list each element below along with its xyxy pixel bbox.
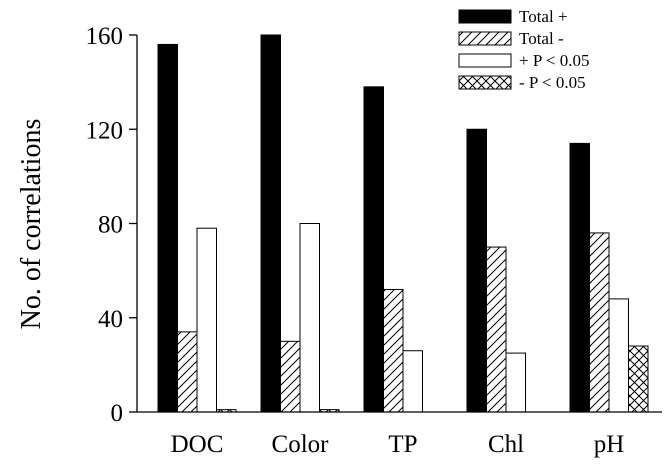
x-category-label: pH <box>594 431 625 458</box>
legend-label: + P < 0.05 <box>519 51 590 70</box>
legend-swatch <box>458 53 512 68</box>
bar-color-series-2 <box>299 223 320 413</box>
y-tick-label: 80 <box>98 212 123 239</box>
bar-chl-series-0 <box>466 128 487 413</box>
bar-tp-series-1 <box>383 288 404 413</box>
bar-doc-series-2 <box>196 227 217 413</box>
bar-tp-series-2 <box>402 350 423 413</box>
bar-doc-series-0 <box>157 43 178 413</box>
legend: Total + Total - + P < 0.05 - P < 0.05 <box>458 7 590 92</box>
legend-swatch <box>458 9 512 24</box>
bar-chl-series-2 <box>505 352 526 413</box>
y-tick-label: 0 <box>111 400 124 427</box>
x-axis: DOC Color TP Chl pH <box>137 411 662 458</box>
x-category-label: Color <box>272 431 330 458</box>
legend-label: - P < 0.05 <box>519 73 586 92</box>
bar-chl-series-1 <box>486 246 507 413</box>
legend-label: Total - <box>519 29 564 48</box>
bar-doc-series-1 <box>177 331 198 413</box>
bars <box>157 34 649 413</box>
y-tick-label: 160 <box>86 23 124 50</box>
bar-ph-series-0 <box>569 142 590 413</box>
y-axis-title: No. of correlations <box>16 119 47 330</box>
x-category-label: DOC <box>171 431 224 458</box>
bar-tp-series-0 <box>363 86 384 413</box>
y-tick-label: 40 <box>98 306 123 333</box>
legend-label: Total + <box>519 7 568 26</box>
x-category-label: Chl <box>488 431 524 458</box>
bar-ph-series-1 <box>589 232 610 413</box>
y-tick-label: 120 <box>86 117 124 144</box>
bar-ph-series-3 <box>628 345 649 413</box>
y-axis: 0 40 80 120 160 <box>86 23 138 427</box>
bar-color-series-0 <box>260 34 281 413</box>
legend-swatch <box>458 31 512 46</box>
x-category-label: TP <box>388 431 417 458</box>
bar-ph-series-2 <box>608 298 629 413</box>
bar-color-series-1 <box>280 340 301 413</box>
legend-swatch <box>458 75 512 90</box>
